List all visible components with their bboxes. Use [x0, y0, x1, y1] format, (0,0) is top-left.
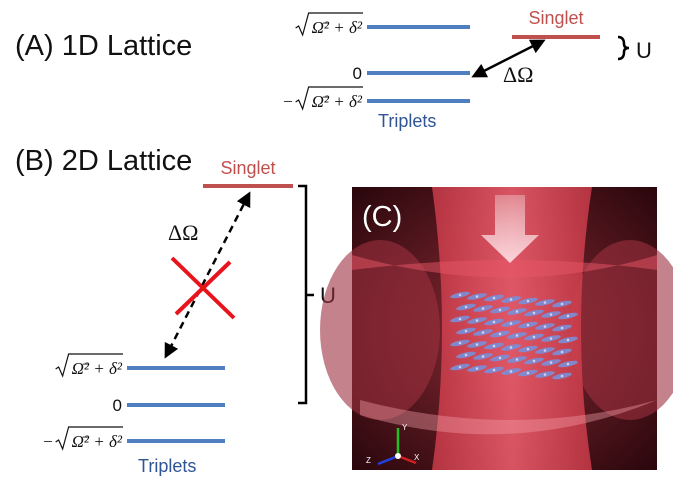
atom	[526, 299, 530, 303]
atom	[492, 296, 496, 300]
atom	[526, 371, 530, 375]
atom	[458, 341, 462, 345]
atom	[481, 307, 485, 310]
atom	[458, 365, 462, 369]
atom	[532, 311, 536, 315]
atom	[566, 314, 570, 318]
panel-title: (B) 2D Lattice	[15, 145, 192, 177]
level-label: 0	[113, 396, 122, 415]
atom	[543, 325, 547, 328]
radical	[55, 426, 123, 451]
atom	[492, 368, 496, 372]
atom	[481, 331, 485, 334]
atom	[492, 320, 496, 324]
atom	[515, 334, 519, 337]
atom	[509, 322, 513, 325]
panel-title: (C)	[362, 201, 402, 233]
atom	[560, 326, 564, 330]
atom	[475, 343, 479, 346]
atom	[509, 298, 513, 301]
axis-label: X	[414, 453, 420, 462]
axis-label: Y	[402, 423, 408, 432]
level-label: Ω̄² + δ²	[312, 92, 363, 111]
atom	[543, 301, 547, 304]
atom	[560, 374, 564, 378]
atom	[458, 293, 462, 297]
atom	[464, 353, 468, 357]
atom	[549, 313, 553, 316]
coupling-label: ΔΩ	[503, 62, 534, 87]
atom	[464, 329, 468, 333]
atom	[515, 310, 519, 313]
atom	[543, 349, 547, 352]
levels-a	[367, 25, 630, 103]
atom	[566, 362, 570, 366]
atom	[492, 344, 496, 348]
axis-label: Z	[366, 456, 371, 465]
level-sign: −	[42, 432, 53, 451]
atom	[509, 370, 513, 373]
radical	[55, 353, 123, 378]
triplets-label: Triplets	[378, 111, 436, 131]
levels-b	[127, 184, 314, 443]
atom	[560, 350, 564, 354]
atom	[464, 305, 468, 309]
gap-label: U	[636, 38, 652, 63]
atom	[481, 355, 485, 358]
level-label: Ω̄² + δ²	[312, 18, 363, 37]
radical	[295, 86, 363, 111]
level-label: Ω̄² + δ²	[72, 359, 123, 378]
atom	[543, 373, 547, 376]
atom	[498, 356, 502, 360]
level-label: 0	[353, 64, 362, 83]
atom	[560, 302, 564, 306]
atom	[526, 347, 530, 351]
atom	[509, 346, 513, 349]
atom	[475, 319, 479, 322]
atom	[475, 367, 479, 370]
atom	[498, 332, 502, 336]
atom	[475, 295, 479, 298]
triplets-label: Triplets	[138, 456, 196, 476]
atom	[458, 317, 462, 321]
atom	[532, 335, 536, 339]
radical	[295, 12, 363, 37]
atom	[549, 337, 553, 340]
atom	[549, 361, 553, 364]
atom	[498, 308, 502, 312]
atom	[566, 338, 570, 342]
lattice-image	[320, 187, 673, 470]
atom	[526, 323, 530, 327]
level-label: Ω̄² + δ²	[72, 432, 123, 451]
atom	[532, 359, 536, 363]
panel-title: (A) 1D Lattice	[15, 30, 192, 62]
singlet-label: Singlet	[220, 158, 275, 178]
atom	[515, 358, 519, 361]
level-sign: −	[282, 92, 293, 111]
coupling-label: ΔΩ	[168, 220, 199, 245]
singlet-label: Singlet	[528, 8, 583, 28]
